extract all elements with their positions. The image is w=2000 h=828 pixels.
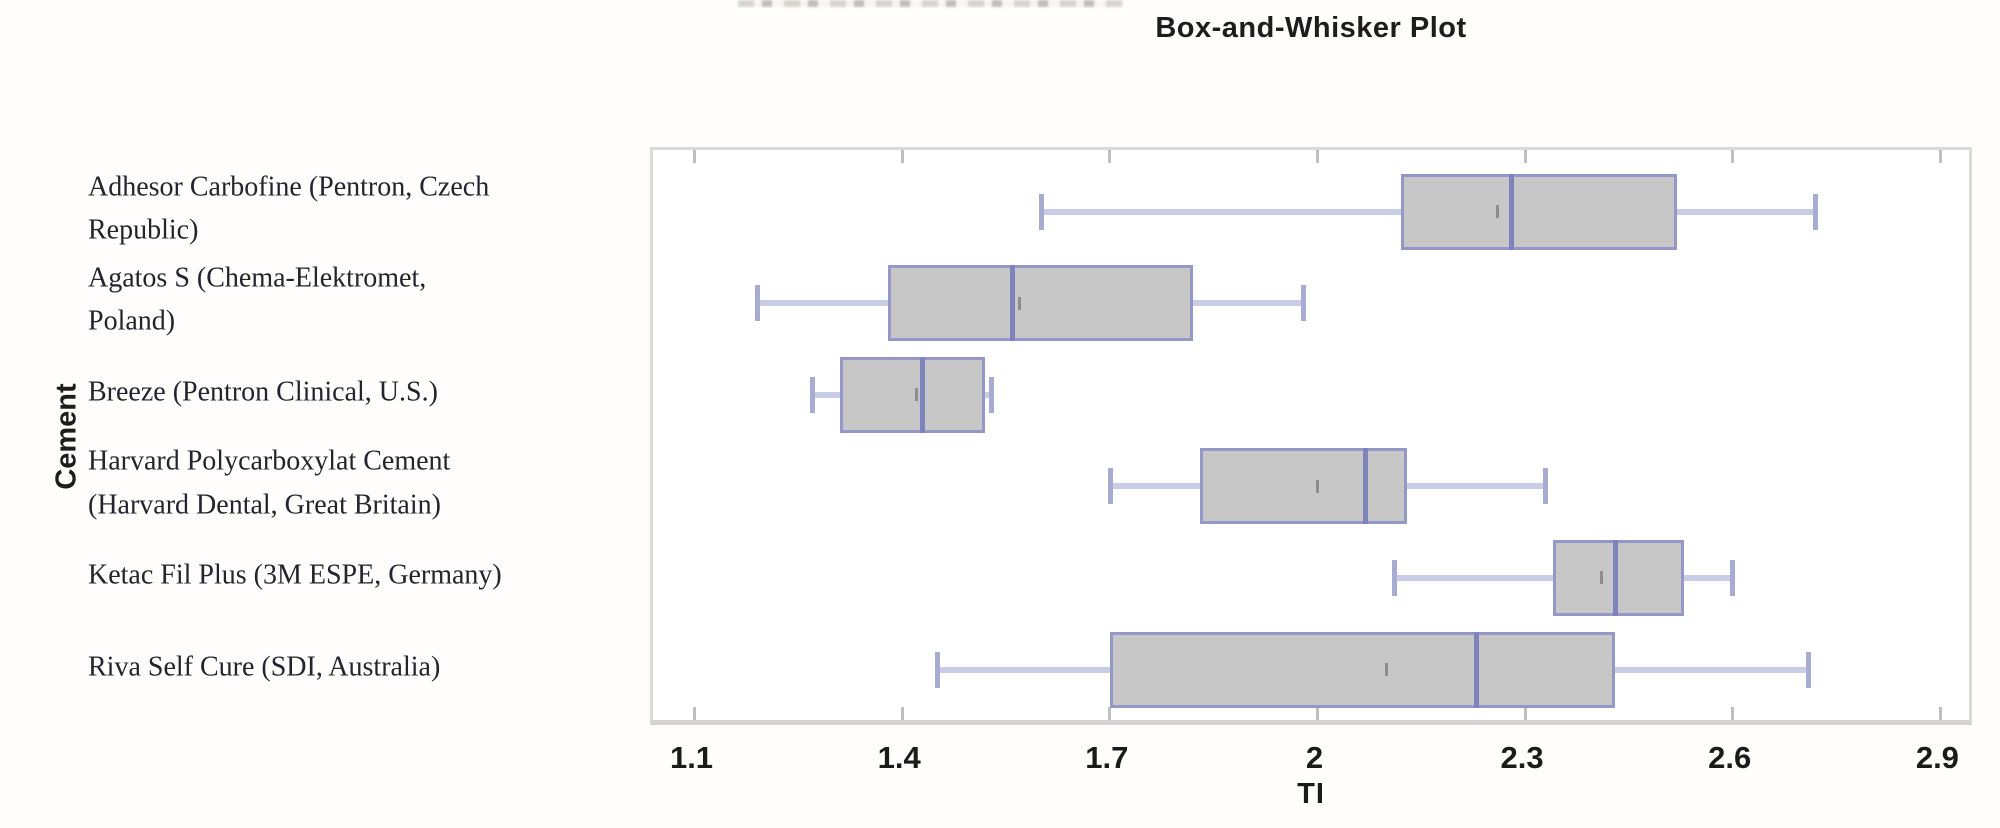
y-axis-title: Cement <box>50 383 83 490</box>
whisker-cap-max <box>1542 468 1548 505</box>
mean-marker <box>1495 205 1499 218</box>
median-line <box>1508 173 1514 250</box>
x-axis-title: TI <box>1297 778 1325 810</box>
cropped-text-fragment <box>738 0 1123 7</box>
x-tick-label: 2.3 <box>1500 740 1544 775</box>
iqr-box <box>1199 448 1408 525</box>
median-line <box>920 356 926 433</box>
whisker-cap-min <box>934 651 940 688</box>
median-line <box>1474 631 1480 708</box>
median-line <box>1363 448 1369 525</box>
x-tick-mark-bottom <box>900 707 904 720</box>
x-tick-label: 1.1 <box>669 740 714 775</box>
x-tick-mark-bottom <box>1108 707 1112 720</box>
category-label: Ketac Fil Plus (3M ESPE, Germany) <box>88 559 502 591</box>
category-label: Harvard Polycarboxylat Cement (Harvard D… <box>88 445 451 521</box>
x-tick-mark-top <box>1108 150 1112 163</box>
plot-area <box>650 147 1972 725</box>
x-tick-mark-top <box>1523 150 1527 163</box>
x-tick-mark-bottom <box>1731 707 1735 720</box>
mean-marker <box>1599 571 1603 585</box>
iqr-box <box>1400 173 1678 250</box>
whisker-cap-min <box>1391 559 1397 596</box>
x-tick-mark-top <box>900 150 904 163</box>
whisker-cap-max <box>1300 285 1306 322</box>
iqr-box <box>1552 539 1685 616</box>
x-tick-mark-bottom <box>1523 707 1527 720</box>
mean-marker <box>1315 479 1319 493</box>
x-tick-label: 1.7 <box>1085 740 1129 775</box>
whisker-cap-max <box>989 376 995 413</box>
median-line <box>1612 539 1618 616</box>
x-tick-label: 2 <box>1305 740 1324 775</box>
x-tick-mark-top <box>1315 150 1319 163</box>
x-tick-mark-top <box>693 150 697 163</box>
x-tick-label: 2.9 <box>1915 740 1959 775</box>
whisker-cap-max <box>1729 559 1735 596</box>
mean-marker <box>1018 296 1022 310</box>
whisker-cap-min <box>1038 193 1044 230</box>
x-tick-mark-top <box>1731 150 1735 163</box>
whisker-cap-min <box>1107 468 1113 505</box>
x-tick-mark-bottom <box>693 707 697 720</box>
mean-marker <box>914 388 918 402</box>
mean-marker <box>1385 663 1389 676</box>
category-label: Adhesor Carbofine (Pentron, Czech Republ… <box>88 171 490 246</box>
iqr-box <box>1109 631 1616 708</box>
x-tick-mark-top <box>1938 150 1942 163</box>
x-tick-label: 1.4 <box>877 740 921 775</box>
whisker-cap-max <box>1805 651 1811 688</box>
x-tick-mark-bottom <box>1938 707 1942 720</box>
chart-title: Box-and-Whisker Plot <box>1155 12 1467 44</box>
iqr-box <box>839 356 986 433</box>
category-label: Riva Self Cure (SDI, Australia) <box>88 650 441 682</box>
whisker-cap-min <box>754 285 760 322</box>
whisker-cap-max <box>1812 193 1818 230</box>
category-label: Agatos S (Chema-Elektromet, Poland) <box>88 262 427 338</box>
category-label: Breeze (Pentron Clinical, U.S.) <box>88 375 438 407</box>
x-tick-label: 2.6 <box>1708 740 1752 775</box>
median-line <box>1010 265 1016 342</box>
whisker-cap-min <box>810 376 816 413</box>
x-tick-mark-bottom <box>1315 707 1319 720</box>
iqr-box <box>888 265 1193 342</box>
